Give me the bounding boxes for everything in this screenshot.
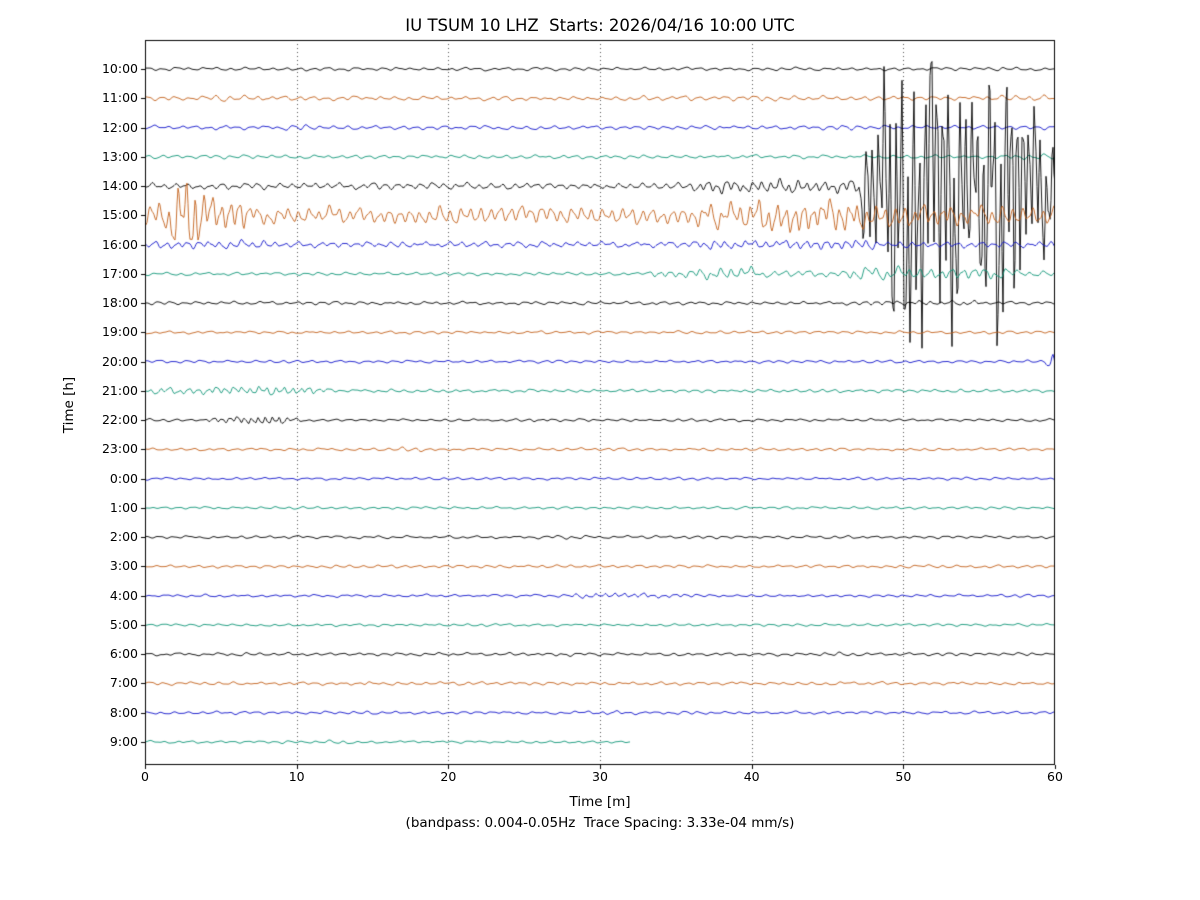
row-label: 3:00: [109, 558, 138, 574]
row-label: 7:00: [109, 675, 138, 691]
row-label: 9:00: [109, 734, 138, 749]
row-label: 19:00: [101, 324, 138, 340]
row-label: 0:00: [109, 470, 138, 486]
x-tick-label: 20: [440, 769, 457, 784]
x-tick-label: 10: [288, 769, 305, 784]
row-label: 1:00: [109, 499, 138, 515]
row-label: 23:00: [101, 441, 138, 457]
x-axis-label: Time [m]: [569, 794, 631, 810]
row-label: 2:00: [109, 529, 138, 545]
row-label: 14:00: [101, 178, 138, 194]
row-label: 10:00: [101, 61, 138, 76]
row-label: 22:00: [101, 412, 138, 428]
x-tick-label: 0: [141, 769, 149, 784]
chart-title: IU TSUM 10 LHZ Starts: 2026/04/16 10:00 …: [405, 16, 795, 35]
row-label: 11:00: [101, 90, 138, 106]
x-tick-label: 30: [592, 769, 608, 784]
row-label: 15:00: [101, 207, 138, 223]
row-label: 18:00: [101, 295, 138, 311]
row-label: 13:00: [101, 148, 138, 164]
x-tick-label: 50: [895, 769, 912, 784]
bandpass-caption: (bandpass: 0.004-0.05Hz Trace Spacing: 3…: [405, 815, 795, 831]
row-label: 6:00: [109, 646, 138, 662]
row-label: 12:00: [101, 119, 138, 135]
row-label: 20:00: [101, 353, 138, 369]
row-label: 8:00: [109, 704, 138, 720]
row-label: 17:00: [101, 265, 138, 281]
row-label: 4:00: [109, 587, 138, 603]
row-label: 21:00: [101, 382, 138, 398]
x-tick-label: 60: [1047, 769, 1063, 784]
y-axis-label: Time [h]: [61, 376, 77, 434]
x-tick-label: 40: [743, 769, 760, 784]
row-label: 16:00: [101, 236, 138, 252]
row-label: 5:00: [109, 616, 138, 632]
